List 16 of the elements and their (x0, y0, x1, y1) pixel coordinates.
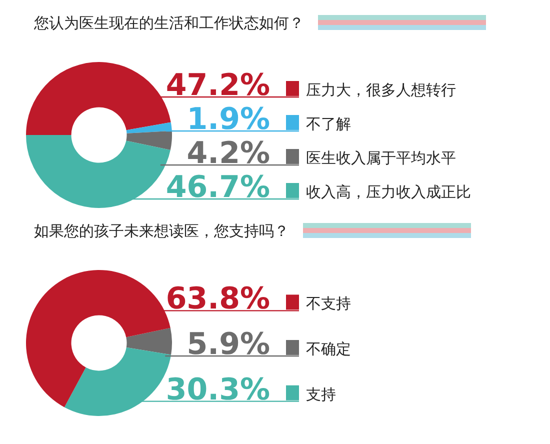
legend-label: 不支持 (306, 294, 351, 313)
data-label: 5.9% (186, 327, 270, 362)
legend-label: 不了解 (306, 115, 351, 133)
data-label: 1.9% (186, 102, 270, 137)
legend-label: 收入高，压力收入成正比 (306, 183, 471, 201)
legend-label: 不确定 (306, 340, 351, 358)
data-label: 63.8% (166, 282, 270, 317)
data-label: 4.2% (186, 136, 270, 171)
chart-title: 您认为医生现在的生活和工作状态如何？ (34, 14, 304, 32)
data-label: 47.2% (166, 68, 270, 103)
data-label: 30.3% (166, 372, 270, 408)
legend-label: 压力大，很多人想转行 (306, 81, 456, 99)
legend-label: 支持 (306, 385, 336, 404)
legend-label: 医生收入属于平均水平 (306, 149, 456, 167)
chart-title: 如果您的孩子未来想读医，您支持吗？ (34, 222, 289, 240)
data-label: 46.7% (166, 170, 270, 205)
